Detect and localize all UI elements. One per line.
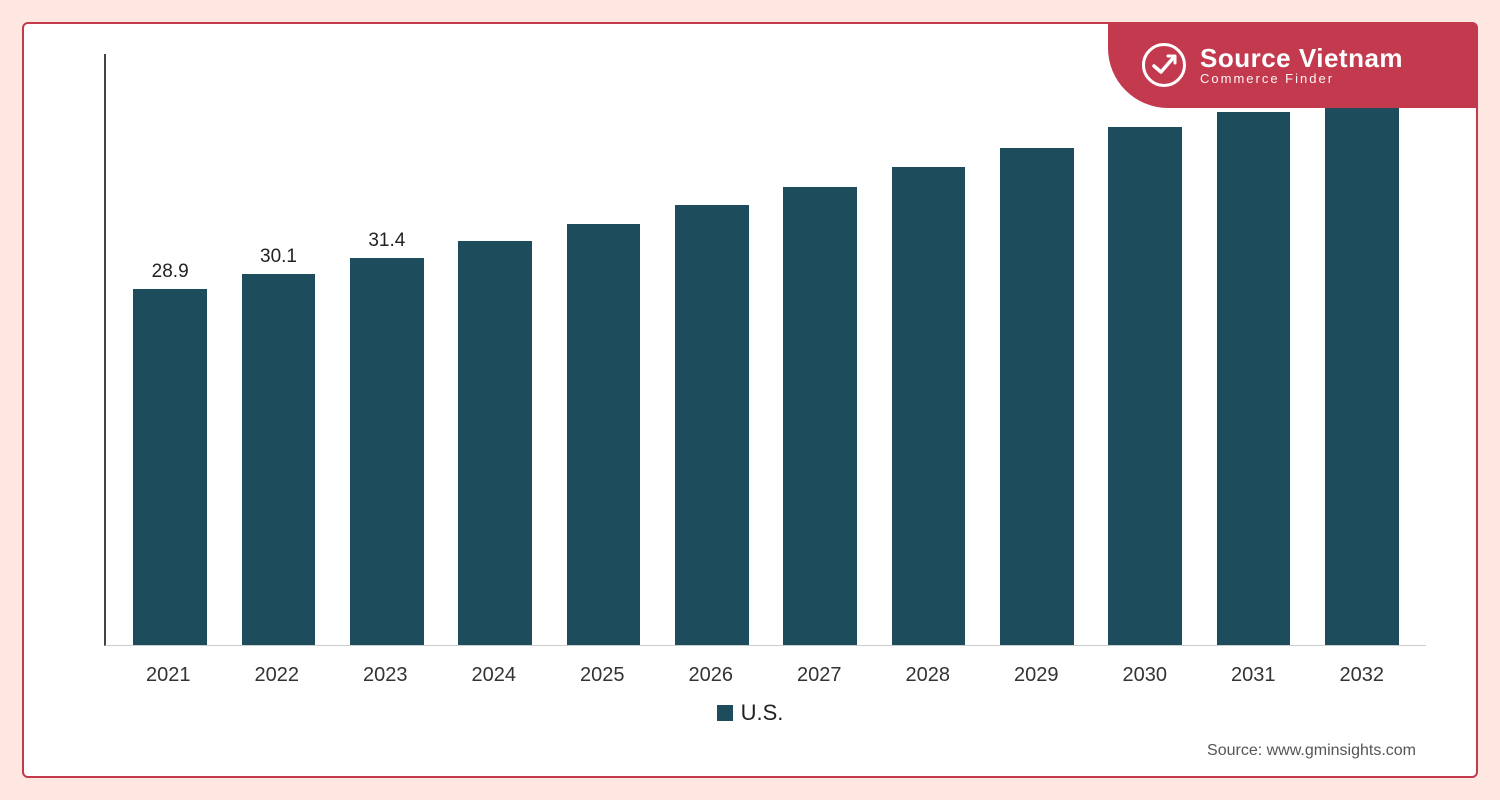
bar-value-label: 31.4	[368, 230, 405, 252]
bar-2030	[1091, 54, 1199, 645]
legend-swatch	[717, 705, 733, 721]
source-attribution: Source: www.gminsights.com	[1207, 742, 1416, 760]
bar-rect	[892, 167, 966, 645]
bar-series: 28.9 30.1 31.4	[106, 54, 1426, 645]
bar-rect	[675, 205, 749, 645]
bar-rect	[350, 258, 424, 645]
x-tick: 2021	[114, 656, 223, 686]
x-axis: 2021 2022 2023 2024 2025 2026 2027 2028 …	[104, 656, 1426, 686]
bar-rect	[567, 224, 641, 645]
bar-rect	[1217, 112, 1291, 645]
legend: U.S.	[54, 700, 1446, 726]
bar-rect	[242, 274, 316, 645]
bar-2021: 28.9	[116, 54, 224, 645]
bar-2025	[549, 54, 657, 645]
bar-2032	[1308, 54, 1416, 645]
x-tick: 2022	[223, 656, 332, 686]
badge-subtitle: Commerce Finder	[1200, 72, 1403, 86]
x-tick: 2025	[548, 656, 657, 686]
bar-2026	[658, 54, 766, 645]
bar-rect	[1325, 95, 1399, 645]
plot-area: 28.9 30.1 31.4	[104, 54, 1426, 646]
bar-rect	[783, 187, 857, 645]
x-tick: 2026	[657, 656, 766, 686]
bar-2027	[766, 54, 874, 645]
x-tick: 2031	[1199, 656, 1308, 686]
x-tick: 2024	[440, 656, 549, 686]
x-tick: 2032	[1308, 656, 1417, 686]
bar-rect	[1000, 148, 1074, 645]
bar-2022: 30.1	[224, 54, 332, 645]
brand-badge: Source Vietnam Commerce Finder	[1108, 22, 1478, 108]
chart-frame: 28.9 30.1 31.4 2021 2022 2023 2024 2025 …	[22, 22, 1478, 778]
bar-value-label: 30.1	[260, 246, 297, 268]
bar-rect	[1108, 127, 1182, 645]
bar-2028	[874, 54, 982, 645]
chart-container: 28.9 30.1 31.4 2021 2022 2023 2024 2025 …	[54, 34, 1446, 766]
legend-label: U.S.	[741, 700, 784, 726]
x-tick: 2023	[331, 656, 440, 686]
bar-value-label: 28.9	[152, 261, 189, 283]
x-tick: 2029	[982, 656, 1091, 686]
badge-title: Source Vietnam	[1200, 44, 1403, 73]
bar-rect	[133, 289, 207, 645]
bar-2024	[441, 54, 549, 645]
bar-2023: 31.4	[333, 54, 441, 645]
check-arrow-icon	[1142, 43, 1186, 87]
x-tick: 2028	[874, 656, 983, 686]
badge-text: Source Vietnam Commerce Finder	[1200, 44, 1403, 87]
x-tick: 2027	[765, 656, 874, 686]
bar-rect	[458, 241, 532, 645]
bar-2029	[983, 54, 1091, 645]
bar-2031	[1199, 54, 1307, 645]
x-tick: 2030	[1091, 656, 1200, 686]
